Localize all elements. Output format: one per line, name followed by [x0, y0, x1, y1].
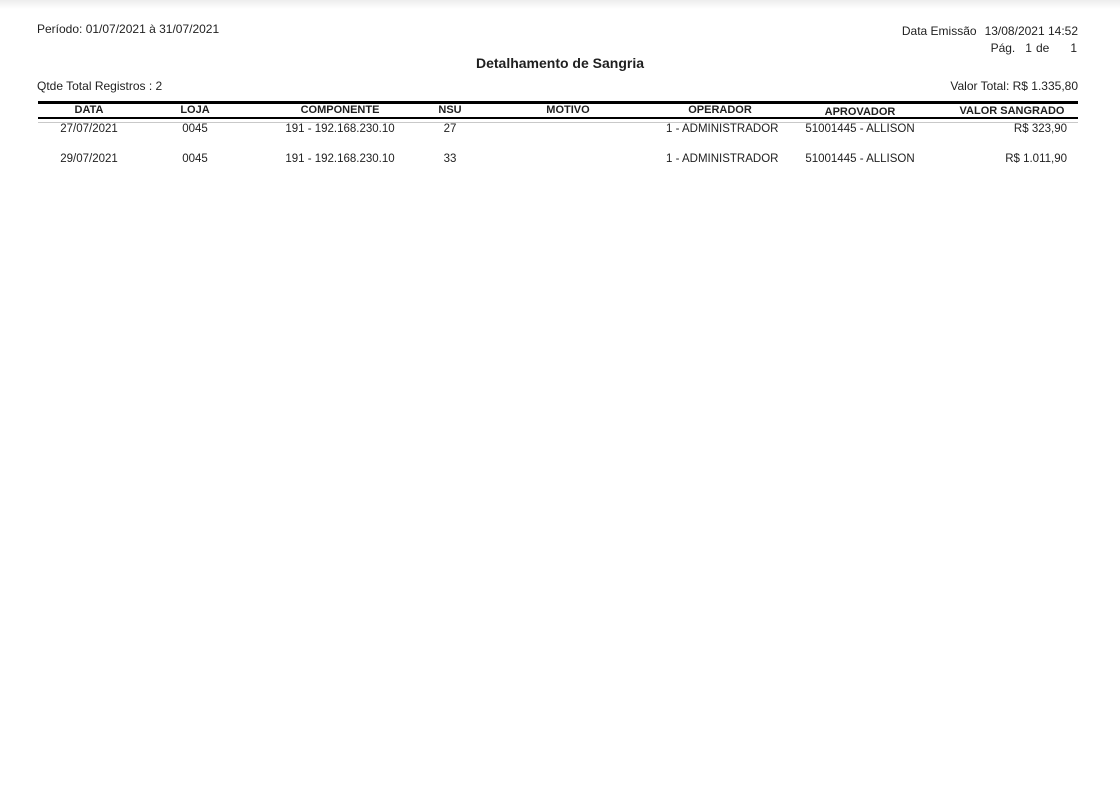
column-header-componente: COMPONENTE: [250, 101, 430, 119]
page-top-shadow: [0, 0, 1120, 9]
cell-motivo: [470, 149, 666, 180]
cell-componente: 191 - 192.168.230.10: [285, 152, 395, 165]
page-current-number: 1: [1025, 41, 1032, 55]
page-total-number: 1: [1070, 41, 1077, 55]
cell-aprovador: 51001445 - ALLISON: [805, 152, 915, 165]
table-header-row: DATA LOJA COMPONENTE NSU MOTIVO OPERADOR…: [38, 101, 1078, 119]
cell-aprovador: 51001445 - ALLISON: [805, 122, 915, 135]
cell-valor-sangrado: R$ 1.011,90: [1005, 152, 1067, 165]
cell-valor-sangrado: R$ 323,90: [1013, 122, 1067, 135]
report-title: Detalhamento de Sangria: [475, 55, 645, 71]
column-header-operador: OPERADOR: [666, 101, 774, 119]
table-header-underline-fringe: [38, 122, 1078, 123]
column-header-valor-sangrado: VALOR SANGRADO: [946, 101, 1078, 119]
cell-componente: 191 - 192.168.230.10: [285, 122, 395, 135]
column-header-aprovador: APROVADOR: [774, 101, 946, 119]
pagination-line: Pág. 1 de 1: [991, 41, 1077, 55]
table-row: 27/07/2021 0045 191 - 192.168.230.10 27 …: [38, 118, 1078, 149]
column-header-aprovador-label: APROVADOR: [824, 106, 896, 119]
column-header-nsu-label: NSU: [438, 104, 462, 117]
cell-operador: 1 - ADMINISTRADOR: [666, 122, 779, 135]
total-records-label: Qtde Total Registros : 2: [37, 79, 163, 93]
column-header-componente-label: COMPONENTE: [300, 104, 380, 117]
emission-date-label: Data Emissão: [901, 24, 977, 38]
cell-data: 27/07/2021: [60, 122, 118, 135]
column-header-motivo-label: MOTIVO: [546, 104, 590, 117]
cell-nsu: 33: [443, 152, 457, 165]
column-header-operador-label: OPERADOR: [688, 104, 752, 117]
emission-date-value: 13/08/2021 14:52: [984, 24, 1078, 38]
column-header-loja-label: LOJA: [180, 104, 210, 117]
sangria-table: DATA LOJA COMPONENTE NSU MOTIVO OPERADOR…: [38, 101, 1078, 180]
column-header-data: DATA: [38, 101, 140, 119]
page-of-label: de: [1035, 41, 1050, 55]
cell-operador: 1 - ADMINISTRADOR: [666, 152, 779, 165]
emission-line: Data Emissão 13/08/2021 14:52: [902, 24, 1078, 38]
table-row: 29/07/2021 0045 191 - 192.168.230.10 33 …: [38, 149, 1078, 180]
column-header-valor-sangrado-label: VALOR SANGRADO: [959, 105, 1065, 118]
page-label: Pág.: [990, 41, 1016, 55]
cell-loja: 0045: [182, 152, 208, 165]
column-header-loja: LOJA: [140, 101, 250, 119]
column-header-data-label: DATA: [74, 104, 104, 117]
column-header-motivo: MOTIVO: [470, 101, 666, 119]
cell-nsu: 27: [443, 122, 457, 135]
cell-loja: 0045: [182, 122, 208, 135]
cell-data: 29/07/2021: [60, 152, 118, 165]
total-value-label: Valor Total: R$ 1.335,80: [950, 79, 1078, 93]
report-period: Período: 01/07/2021 à 31/07/2021: [37, 22, 220, 36]
column-header-nsu: NSU: [430, 101, 470, 119]
